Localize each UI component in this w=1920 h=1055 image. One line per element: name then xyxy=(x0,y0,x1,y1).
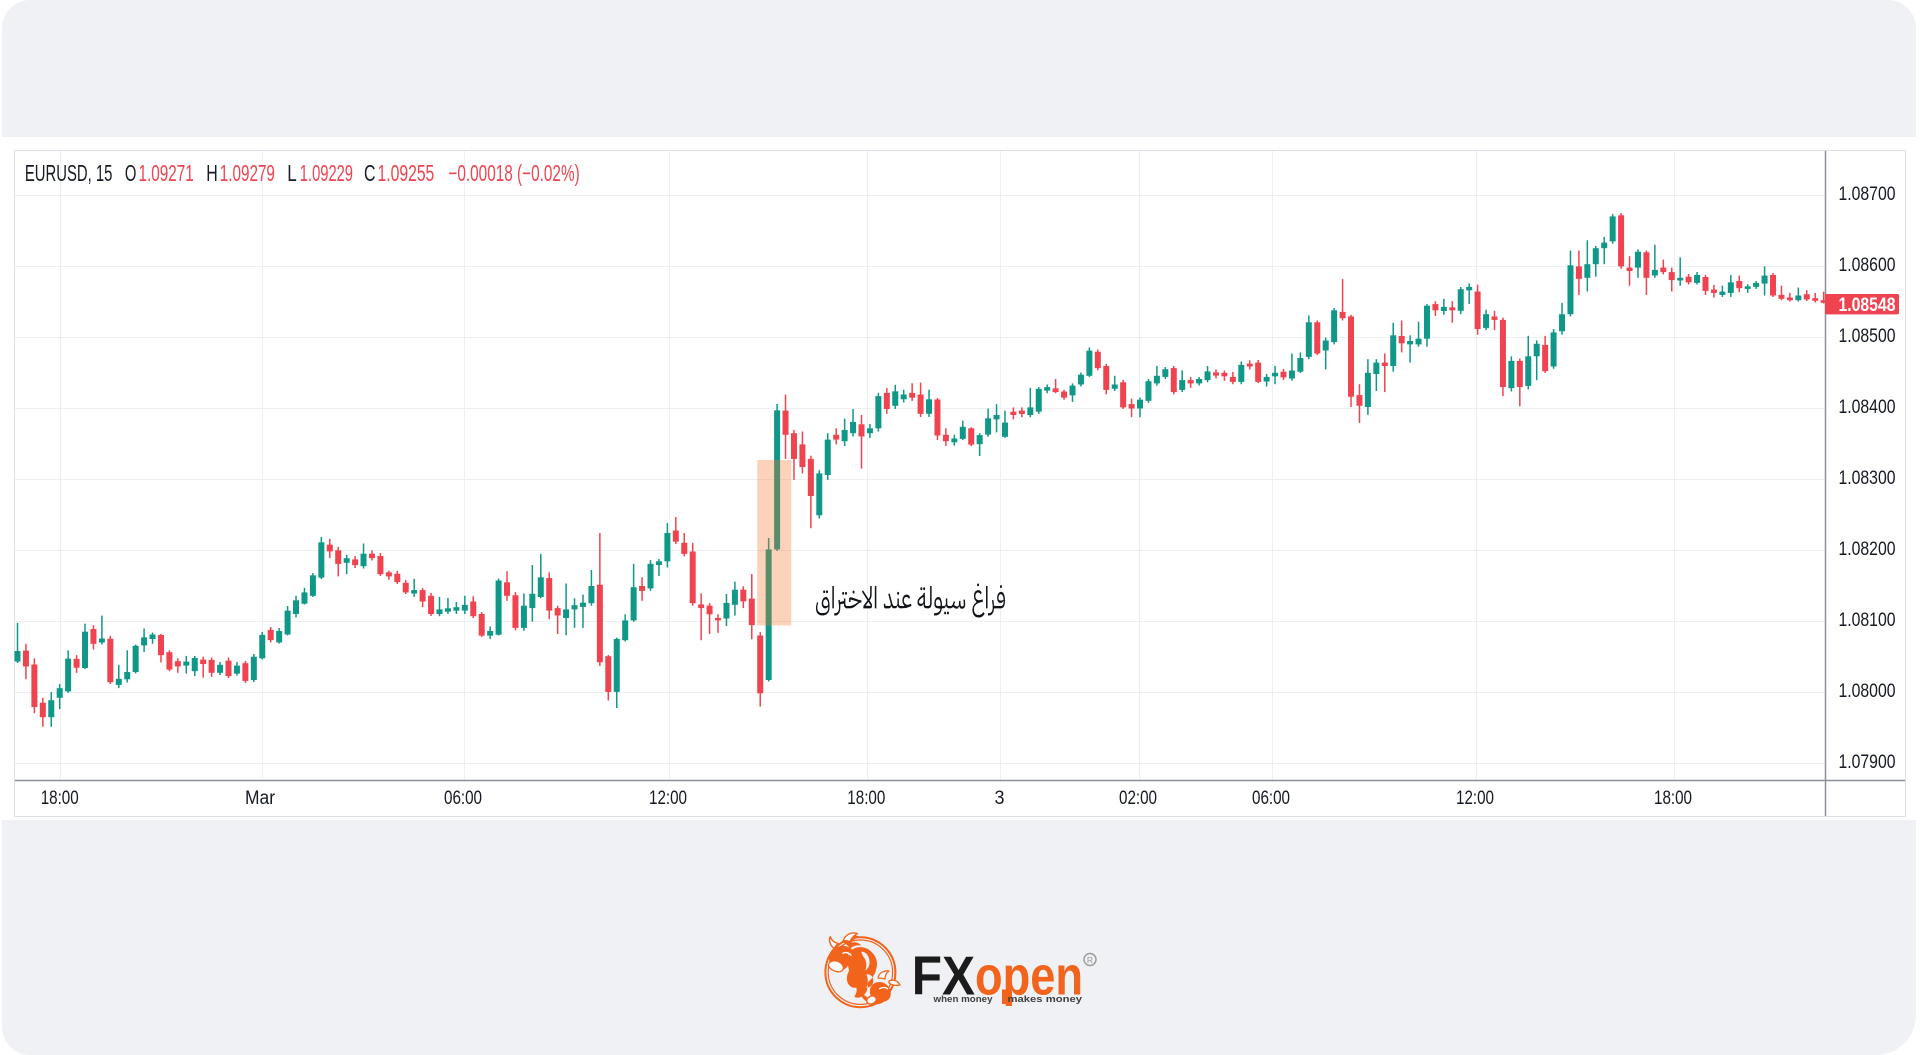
svg-text:H: H xyxy=(206,160,218,186)
svg-text:18:00: 18:00 xyxy=(847,788,885,809)
svg-text:02:00: 02:00 xyxy=(1119,788,1157,809)
svg-text:06:00: 06:00 xyxy=(1252,788,1290,809)
svg-text:1.08700: 1.08700 xyxy=(1839,184,1896,205)
svg-text:1.09255: 1.09255 xyxy=(378,160,435,186)
svg-text:1.08548: 1.08548 xyxy=(1839,295,1896,316)
svg-text:−0.00018 (−0.02%): −0.00018 (−0.02%) xyxy=(448,160,579,186)
svg-text:R: R xyxy=(1087,955,1093,965)
svg-text:18:00: 18:00 xyxy=(1654,788,1692,809)
svg-text:C: C xyxy=(364,160,376,186)
svg-text:FX: FX xyxy=(912,945,975,1006)
svg-text:EURUSD, 15: EURUSD, 15 xyxy=(25,160,113,186)
svg-text:makes money: makes money xyxy=(1008,994,1083,1004)
svg-text:1.08600: 1.08600 xyxy=(1839,255,1896,276)
svg-text:when money: when money xyxy=(932,994,992,1004)
svg-text:1.09279: 1.09279 xyxy=(220,160,275,186)
svg-text:3: 3 xyxy=(995,788,1005,809)
svg-text:12:00: 12:00 xyxy=(1456,788,1494,809)
svg-text:L: L xyxy=(287,160,297,186)
svg-text:1.08000: 1.08000 xyxy=(1839,681,1896,702)
svg-text:1.08200: 1.08200 xyxy=(1839,539,1896,560)
svg-text:1.08100: 1.08100 xyxy=(1839,610,1896,631)
svg-text:1.09271: 1.09271 xyxy=(139,160,194,186)
svg-text:1.09229: 1.09229 xyxy=(300,160,353,186)
svg-text:1.08500: 1.08500 xyxy=(1839,326,1896,347)
svg-text:Mar: Mar xyxy=(245,788,276,809)
svg-text:1.08300: 1.08300 xyxy=(1839,468,1896,489)
svg-text:12:00: 12:00 xyxy=(649,788,687,809)
svg-text:06:00: 06:00 xyxy=(444,788,482,809)
svg-text:O: O xyxy=(125,160,136,186)
svg-text:18:00: 18:00 xyxy=(41,788,79,809)
svg-text:open: open xyxy=(975,945,1083,1006)
svg-text:1.08400: 1.08400 xyxy=(1839,397,1896,418)
svg-text:1.07900: 1.07900 xyxy=(1839,752,1896,773)
